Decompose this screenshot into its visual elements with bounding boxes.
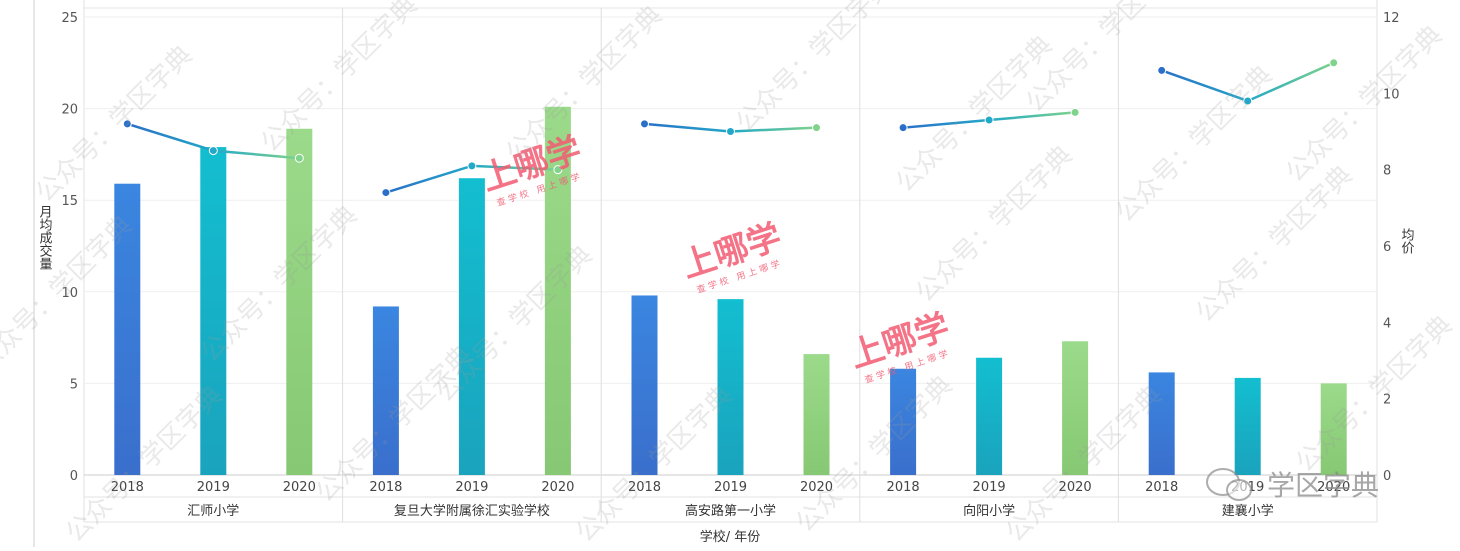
y-axis-title-right: 均价 (1399, 228, 1415, 254)
x-tick-label-year: 2019 (714, 480, 747, 495)
y-tick-label-right: 12 (1383, 11, 1400, 26)
price-point-2020 (1329, 58, 1339, 68)
price-point-2020 (553, 165, 563, 175)
bar-2019 (717, 299, 744, 475)
y-tick-label-left: 25 (61, 11, 78, 26)
price-point-2018 (898, 123, 908, 133)
x-tick-label-year: 2018 (369, 480, 402, 495)
x-tick-label-year: 2019 (455, 480, 488, 495)
price-point-2019 (208, 146, 218, 156)
price-point-2019 (726, 127, 735, 136)
y-tick-label-left: 0 (70, 469, 78, 484)
bar-2020 (1062, 341, 1089, 475)
price-point-2020 (1070, 107, 1080, 117)
account-watermark: 公众号：学区字典 (1290, 310, 1458, 478)
bar-2018 (372, 306, 399, 475)
bar-2018 (631, 295, 658, 475)
account-watermark: 公众号：学区字典 (500, 0, 668, 168)
x-tick-label-year: 2020 (541, 480, 574, 495)
x-tick-label-school: 建襄小学 (1222, 503, 1274, 519)
y-tick-label-right: 6 (1383, 240, 1391, 255)
y-tick-label-left: 20 (61, 103, 78, 118)
bar-2018 (114, 183, 141, 475)
bars-layer (114, 106, 1347, 475)
account-watermark: 公众号：学区字典 (1280, 20, 1448, 188)
logo-watermark-text: 学区字典 (1267, 469, 1379, 502)
price-point-2018 (640, 119, 649, 129)
bar-2018 (1148, 372, 1175, 475)
y-tick-label-left: 5 (70, 377, 78, 392)
wechat-icon-bubble (1226, 479, 1252, 501)
x-tick-label-school: 复旦大学附属徐汇实验学校 (394, 503, 550, 519)
bar-2019 (200, 147, 227, 475)
bar-2020 (1320, 383, 1347, 475)
x-tick-label-year: 2019 (197, 480, 230, 495)
axis-layer: 月均成交量 均价 学校/ 年份 0 5 10 15 20 25 0 2 4 6 8 10 12 2018 2… (37, 11, 1415, 545)
bar-2019 (1234, 377, 1261, 475)
x-tick-label-year: 2020 (283, 480, 316, 495)
x-axis-title: 学校/ 年份 (700, 529, 761, 545)
y-tick-label-right: 10 (1383, 87, 1400, 102)
account-watermark: 公众号：学区字典 (30, 40, 198, 208)
x-tick-label-year: 2020 (1317, 480, 1350, 495)
x-tick-label-year: 2019 (973, 480, 1006, 495)
x-tick-label-year: 2020 (1059, 480, 1092, 495)
bar-2020 (286, 128, 313, 475)
logo-watermark: 学区字典 (1206, 468, 1379, 502)
y-tick-label-left: 10 (61, 286, 78, 301)
bar-2019 (976, 357, 1003, 475)
price-point-2018 (381, 188, 391, 198)
price-point-2020 (812, 123, 821, 133)
price-point-2019 (1243, 96, 1253, 106)
price-point-2018 (1157, 65, 1167, 75)
x-tick-label-school: 汇师小学 (187, 503, 239, 519)
account-watermark: 公众号：学区字典 (255, 0, 423, 158)
x-tick-label-year: 2018 (628, 480, 661, 495)
x-tick-label-school: 向阳小学 (963, 503, 1015, 519)
bar-2020 (803, 354, 830, 475)
y-tick-label-right: 2 (1383, 393, 1391, 408)
y-tick-label-right: 4 (1383, 316, 1391, 331)
lines-layer (122, 58, 1339, 198)
bar-2018 (890, 368, 917, 475)
y-tick-label-right: 0 (1383, 469, 1391, 484)
x-tick-label-year: 2018 (887, 480, 920, 495)
x-tick-label-year: 2018 (1145, 480, 1178, 495)
bar-2019 (458, 178, 485, 475)
y-axis-title-left: 月均成交量 (37, 205, 53, 270)
y-tick-label-left: 15 (61, 194, 78, 209)
account-watermark: 公众号：学区字典 (730, 0, 898, 138)
x-tick-label-school: 高安路第一小学 (685, 503, 776, 519)
x-tick-label-year: 2020 (800, 480, 833, 495)
price-point-2020 (294, 153, 304, 163)
y-tick-label-right: 8 (1383, 164, 1391, 179)
price-point-2019 (984, 115, 994, 125)
price-point-2019 (467, 161, 477, 171)
price-point-2018 (122, 119, 132, 129)
x-tick-label-year: 2018 (111, 480, 144, 495)
account-watermark: 公众号：学区字典 (1110, 60, 1278, 228)
account-watermark: 公众号：学区字典 (1190, 160, 1358, 328)
